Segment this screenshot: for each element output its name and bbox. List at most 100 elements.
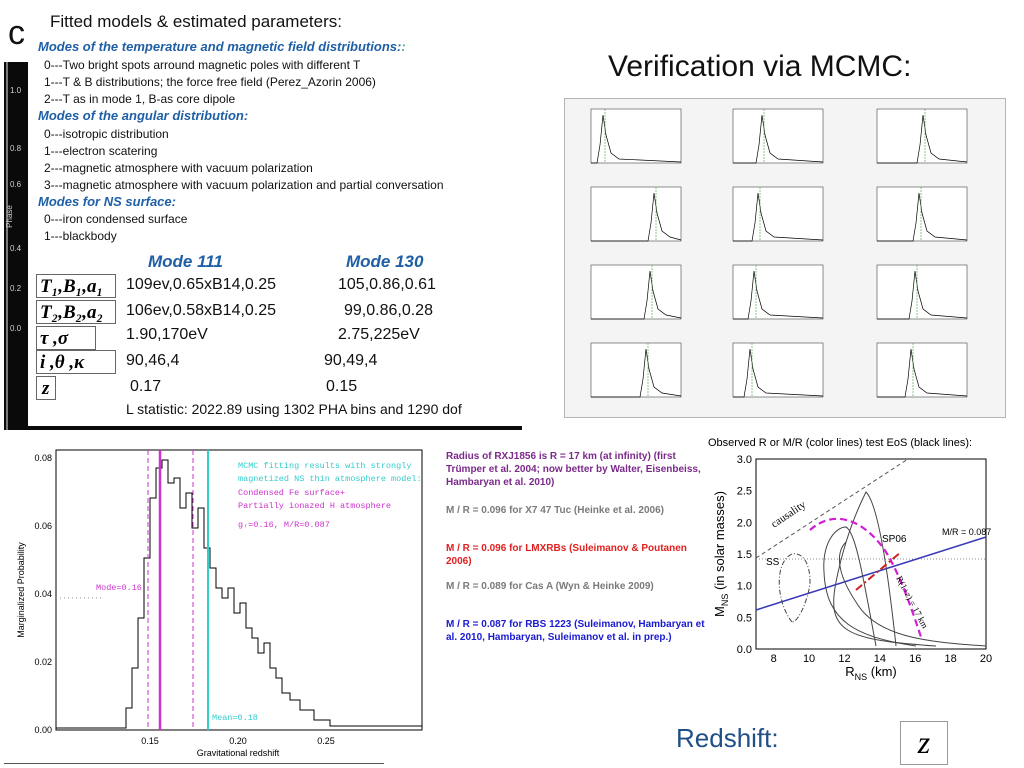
- param-symbol: T₂,B₂,a₂: [36, 300, 116, 324]
- mr-xtick: 12: [838, 653, 850, 665]
- bg-ylabel: Phase: [4, 205, 14, 228]
- hist-legend-g: gᵣ=0.16, M/R=0.087: [238, 520, 330, 530]
- param-value-a: 106ev,0.58xB14,0.25: [126, 302, 277, 319]
- mcmc-mini-plot: [869, 105, 969, 171]
- mr-label-sp06: SP06: [882, 534, 907, 545]
- param-symbol: i ,θ ,κ: [36, 350, 116, 374]
- param-value-b: 0.15: [326, 378, 358, 395]
- param-value-b: 99,0.86,0.28: [344, 302, 433, 319]
- mode-a-header: Mode 111: [148, 252, 223, 271]
- l-statistic: L statistic: 2022.89 using 1302 PHA bins…: [126, 401, 462, 417]
- mcmc-mini-plot: [725, 261, 825, 327]
- mr-label-ss: SS: [766, 557, 780, 568]
- mcmc-mini-plot: [725, 183, 825, 249]
- mcmc-mini-plot: [583, 339, 683, 405]
- mr-xtick: 10: [803, 653, 815, 665]
- mr-blue-line: [755, 536, 987, 611]
- mr-ticks: 8 10 12 14 16 18 20 0.0 0.5 1.0 1.5 2.0 2.5 3.0: [737, 454, 992, 665]
- mr-ytick: 1.5: [737, 549, 752, 561]
- mr-title: Observed R or M/R (color lines) test EoS…: [708, 437, 972, 449]
- mr-ytick: 3.0: [737, 454, 752, 466]
- param-value-b: 2.75,225eV: [338, 326, 420, 343]
- bg-tick: 0.2: [10, 284, 22, 293]
- note-rbs1223: M / R = 0.087 for RBS 1223 (Suleimanov, …: [446, 619, 705, 643]
- mr-xtick: 16: [909, 653, 921, 665]
- param-symbol: τ ,σ: [36, 326, 96, 350]
- fit-panel-title: Fitted models & estimated parameters:: [50, 12, 342, 31]
- surface-modes-header: Modes for NS surface:: [38, 194, 176, 209]
- bg-tick: 0.0: [10, 324, 22, 333]
- surface-mode-1: 1---blackbody: [44, 229, 117, 243]
- mr-xtick: 14: [874, 653, 886, 665]
- hist-legend-line: Condensed Fe surface+: [238, 488, 345, 498]
- mcmc-mini-plot: [725, 339, 825, 405]
- mr-ytick: 0.0: [737, 644, 752, 656]
- hist-steps: [56, 459, 423, 729]
- bg-tick: 0.6: [10, 180, 22, 189]
- hist-ytick: 0.02: [34, 657, 52, 667]
- mr-xlabel: RNS (km): [845, 664, 897, 682]
- hist-xtick: 0.25: [317, 736, 335, 746]
- angular-mode-1: 1---electron scatering: [44, 144, 158, 158]
- note-x7: M / R = 0.096 for X7 47 Tuc (Heinke et a…: [446, 505, 664, 516]
- temp-mode-0: 0---Two bright spots arround magnetic po…: [44, 58, 361, 72]
- mr-ytick: 2.5: [737, 486, 752, 498]
- param-symbol: z: [36, 376, 56, 400]
- hist-ytick: 0.08: [34, 453, 52, 463]
- mr-xtick: 20: [980, 653, 992, 665]
- mcmc-title: Verification via MCMC:: [608, 50, 912, 83]
- mr-label-mr: M/R = 0.087: [942, 527, 991, 537]
- bg-tick: 1.0: [10, 86, 22, 95]
- angular-mode-3: 3---magnetic atmosphere with vacuum pola…: [44, 178, 444, 192]
- mcmc-mini-plot: [583, 105, 683, 171]
- mr-ylabel: MNS (in solar masses): [712, 491, 730, 617]
- bottom-rule: [4, 763, 384, 764]
- mcmc-mini-plot: [869, 183, 969, 249]
- mr-xtick: 18: [944, 653, 956, 665]
- sp06-line: [855, 551, 902, 591]
- eos-curve: [833, 491, 937, 647]
- note-lmxrb: M / R = 0.096 for LMXRBs (Suleimanov & P…: [446, 543, 687, 567]
- hist-legend-line: Partially ionazed H atmosphere: [238, 501, 391, 511]
- r17-curve: [809, 517, 923, 638]
- hist-frame: [55, 449, 423, 731]
- param-value-a: 109ev,0.65xB14,0.25: [126, 276, 277, 293]
- mode-b-header: Mode 130: [346, 252, 424, 271]
- hist-ytick: 0.04: [34, 589, 52, 599]
- mr-ytick: 1.0: [737, 581, 752, 593]
- param-value-b: 90,49,4: [324, 352, 378, 369]
- surface-mode-0: 0---iron condensed surface: [44, 212, 188, 226]
- mcmc-mini-plot: [869, 339, 969, 405]
- mcmc-mini-plot: [869, 261, 969, 327]
- angular-mode-0: 0---isotropic distribution: [44, 127, 169, 141]
- param-value-a: 0.17: [130, 378, 162, 395]
- mr-ytick: 2.0: [737, 517, 752, 529]
- z-symbol-box: z: [900, 721, 948, 765]
- bg-tick: 0.4: [10, 244, 22, 253]
- hist-legend-line: MCMC fitting results with strongly: [238, 461, 411, 471]
- hist-ylabel: Marginalized Probability: [16, 542, 26, 638]
- note-casa: M / R = 0.089 for Cas A (Wyn & Heinke 20…: [446, 581, 654, 592]
- note-rxj1856: Radius of RXJ1856 is R = 17 km (at infin…: [446, 451, 701, 488]
- angular-mode-2: 2---magnetic atmosphere with vacuum pola…: [44, 161, 313, 175]
- hist-ytick: 0.00: [34, 725, 52, 735]
- hist-ytick: 0.06: [34, 521, 52, 531]
- hist-legend-line: magnetized NS thin atmosphere model:: [238, 474, 422, 484]
- hist-mean-label: Mean=0.18: [212, 713, 258, 723]
- mcmc-mini-plot: [725, 105, 825, 171]
- mr-ytick: 0.5: [737, 612, 752, 624]
- redshift-histogram: 0.00 0.02 0.04 0.06 0.08 0.15 0.20 0.25 …: [16, 449, 423, 758]
- mcmc-mini-plot: [583, 183, 683, 249]
- bg-tick: 0.8: [10, 144, 22, 153]
- param-symbol: T₁,B₁,a₁: [36, 274, 116, 298]
- causality-line: [755, 458, 909, 559]
- mr-xtick: 8: [771, 653, 777, 665]
- mass-radius-plot: Observed R or M/R (color lines) test EoS…: [708, 437, 992, 682]
- hist-xtick: 0.20: [229, 736, 247, 746]
- mcmc-mini-plot: [583, 261, 683, 327]
- eos-curve: [838, 541, 987, 647]
- eos-curve: [823, 526, 917, 647]
- fitted-models-panel: Fitted models & estimated parameters: Mo…: [28, 6, 522, 426]
- temp-modes-header: Modes of the temperature and magnetic fi…: [38, 39, 406, 54]
- hist-xlabel: Gravitational redshift: [197, 748, 280, 758]
